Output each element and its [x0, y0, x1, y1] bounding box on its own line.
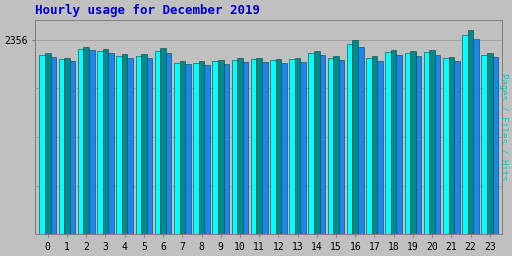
Bar: [146, 58, 152, 234]
Bar: [136, 56, 141, 234]
Bar: [270, 60, 275, 234]
Bar: [454, 61, 460, 234]
Bar: [396, 55, 402, 234]
Bar: [237, 58, 243, 234]
Bar: [487, 53, 493, 234]
Bar: [404, 53, 410, 234]
Bar: [108, 53, 114, 234]
Bar: [333, 56, 339, 234]
Bar: [289, 59, 295, 234]
Bar: [180, 61, 185, 234]
Bar: [218, 60, 224, 234]
Bar: [224, 63, 229, 234]
Bar: [83, 47, 89, 234]
Bar: [301, 62, 306, 234]
Bar: [127, 58, 133, 234]
Bar: [212, 61, 218, 234]
Bar: [352, 40, 358, 234]
Bar: [462, 35, 468, 234]
Bar: [193, 63, 199, 234]
Bar: [51, 57, 56, 234]
Bar: [410, 51, 416, 234]
Bar: [435, 55, 440, 234]
Bar: [443, 58, 449, 234]
Bar: [231, 60, 237, 234]
Bar: [97, 51, 103, 234]
Bar: [468, 30, 474, 234]
Bar: [366, 58, 372, 234]
Bar: [430, 50, 435, 234]
Bar: [493, 57, 498, 234]
Bar: [251, 59, 257, 234]
Bar: [59, 59, 64, 234]
Bar: [328, 58, 333, 234]
Bar: [160, 48, 166, 234]
Bar: [39, 55, 45, 234]
Bar: [89, 50, 95, 234]
Y-axis label: Pages / Files / Hits: Pages / Files / Hits: [499, 73, 508, 181]
Bar: [275, 59, 281, 234]
Bar: [70, 61, 75, 234]
Bar: [78, 49, 83, 234]
Bar: [103, 49, 108, 234]
Bar: [416, 56, 421, 234]
Bar: [391, 50, 396, 234]
Bar: [358, 47, 364, 234]
Bar: [474, 39, 479, 234]
Bar: [243, 62, 248, 234]
Bar: [257, 58, 262, 234]
Bar: [155, 51, 160, 234]
Bar: [295, 58, 301, 234]
Bar: [64, 58, 70, 234]
Bar: [314, 51, 319, 234]
Text: Hourly usage for December 2019: Hourly usage for December 2019: [35, 4, 260, 17]
Bar: [116, 56, 122, 234]
Bar: [45, 53, 51, 234]
Bar: [204, 65, 210, 234]
Bar: [141, 54, 146, 234]
Bar: [122, 54, 127, 234]
Bar: [339, 60, 345, 234]
Bar: [449, 57, 454, 234]
Bar: [308, 53, 314, 234]
Bar: [319, 55, 325, 234]
Bar: [166, 53, 172, 234]
Bar: [185, 65, 190, 234]
Bar: [281, 63, 287, 234]
Bar: [174, 63, 180, 234]
Bar: [347, 44, 352, 234]
Bar: [424, 52, 430, 234]
Bar: [199, 61, 204, 234]
Bar: [481, 55, 487, 234]
Bar: [372, 56, 377, 234]
Bar: [262, 62, 268, 234]
Bar: [386, 52, 391, 234]
Bar: [377, 61, 383, 234]
